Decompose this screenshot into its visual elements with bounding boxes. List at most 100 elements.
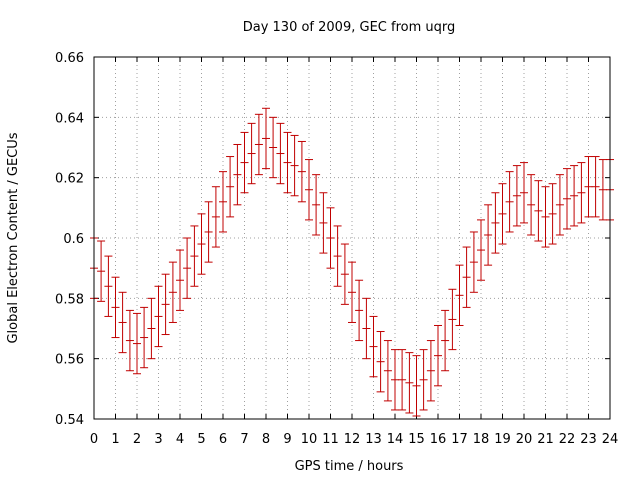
error-bar-point [312,174,321,236]
error-bar-point [319,192,328,254]
x-tick-label: 6 [219,432,227,447]
error-bar-point [555,174,564,236]
x-tick-label: 12 [344,432,361,447]
error-bar-point [190,225,199,287]
x-tick-label: 16 [430,432,447,447]
error-bar-point [376,331,385,393]
error-bar-point [598,159,607,221]
error-bar-point [591,156,600,218]
error-bar-point [247,122,256,185]
y-tick-label: 0.54 [55,413,84,428]
error-bar-point [570,165,579,227]
x-tick-label: 1 [111,432,119,447]
x-tick-label: 5 [197,432,205,447]
error-bar-point [512,165,521,227]
error-bar-point [161,273,170,336]
error-bar-point [118,291,127,354]
error-bar-point [133,312,141,375]
error-bar-point [97,240,106,302]
chart-title: Day 130 of 2009, GEC from uqrg [243,20,456,35]
x-tick-label: 23 [580,432,597,447]
error-bar-point [434,324,442,387]
error-bar-point [548,183,557,245]
error-bar-point [520,162,528,224]
x-tick-label: 17 [451,432,468,447]
error-bar-point [226,156,235,218]
error-bar-point [104,255,113,317]
error-bar-point [534,180,543,242]
error-bar-point [362,297,371,360]
error-bar-point [276,122,285,185]
y-tick-label: 0.66 [55,51,84,66]
error-bar-point [140,306,149,369]
y-tick-label: 0.6 [63,232,84,247]
error-bar-point [340,243,349,305]
error-bar-point [405,352,414,414]
error-bar-point [154,285,163,348]
error-bar-point [269,116,278,179]
x-tick-label: 20 [516,432,533,447]
x-tick-label: 3 [154,432,162,447]
error-bar-point [233,143,242,206]
error-bar-point [369,315,378,378]
error-bar-point [240,131,249,194]
x-tick-label: 14 [387,432,404,447]
error-bar-point [448,288,457,351]
error-bar-point [505,171,514,233]
x-tick-label: 8 [262,432,270,447]
error-bar-point [183,237,192,299]
error-bar-point [125,309,134,372]
x-tick-label: 10 [301,432,318,447]
error-bar-point [147,297,156,360]
error-bar-point [412,355,421,417]
x-tick-label: 21 [537,432,554,447]
x-tick-label: 22 [559,432,576,447]
x-tick-label: 7 [240,432,248,447]
error-bar-point [254,113,263,176]
x-tick-labels: 0 1 2 3 4 5 6 7 8 9 10 11 12 13 14 15 16 17 18 19 20 21 22 23 24 [90,57,618,447]
data-series [90,107,614,417]
error-bar-point [204,201,213,263]
error-bar-point [441,309,450,372]
error-bar-point [262,107,270,170]
error-bar-point [398,349,407,411]
error-bar-point [491,192,500,254]
x-tick-label: 4 [176,432,184,447]
error-bar-point [197,213,206,275]
error-bar-point [333,225,342,287]
error-bar-point [176,249,184,311]
error-bar-point [419,349,428,411]
error-bar-point [527,174,536,236]
x-axis-label: GPS time / hours [295,459,404,474]
x-tick-label: 18 [473,432,490,447]
error-bar-point [484,204,493,266]
error-bar-point [168,261,177,323]
y-axis-label: Global Electron Content / GECUs [6,132,21,343]
y-tick-labels: 0.54 0.56 0.58 0.6 0.62 0.64 0.66 [55,51,610,428]
error-bar-point [383,340,392,402]
error-bar-point [355,279,364,342]
error-bar-point [469,231,478,293]
error-bar-point [297,140,306,203]
error-bar-point [584,156,593,218]
error-bar-point [541,186,550,248]
x-tick-label: 15 [408,432,425,447]
x-tick-label: 19 [494,432,511,447]
error-bar-point [348,261,356,323]
error-bar-point [391,349,399,411]
error-bar-point [111,276,120,339]
x-tick-label: 2 [133,432,141,447]
x-tick-label: 0 [90,432,98,447]
y-tick-label: 0.64 [55,111,84,126]
grid-lines [94,57,610,419]
error-bar-point [498,183,507,245]
error-bar-point [290,134,299,197]
error-bar-point [426,340,435,402]
error-bar-point [577,162,586,224]
error-bar-point [455,264,464,326]
error-bar-point [477,219,485,281]
error-bar-point [563,168,571,230]
y-tick-label: 0.62 [55,172,84,187]
y-tick-label: 0.56 [55,353,84,368]
